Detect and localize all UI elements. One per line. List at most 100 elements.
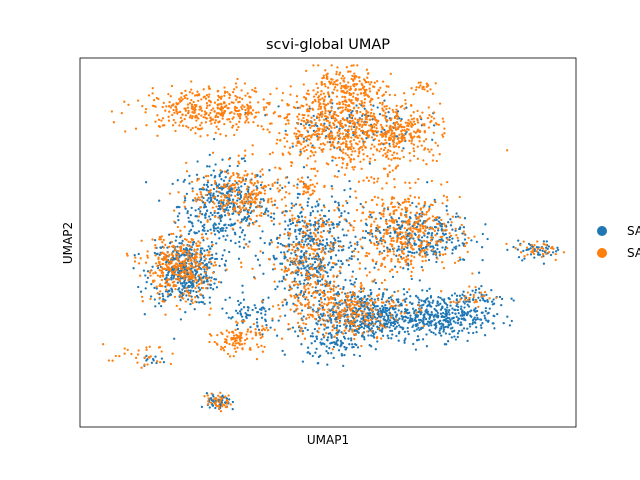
scatter-point-s2-c3: [323, 82, 326, 86]
scatter-point-s2-c3: [335, 95, 339, 98]
scatter-point-s2-c1: [221, 117, 224, 120]
scatter-point-s2-c2: [316, 170, 319, 173]
scatter-point-s2-c2: [302, 140, 306, 143]
scatter-point-s1-c2: [149, 295, 153, 298]
scatter-point-s1-c2: [208, 266, 211, 269]
scatter-point-s2-c5: [258, 214, 261, 217]
scatter-point-s2-c1: [175, 108, 178, 111]
scatter-point-s2-c2: [338, 137, 341, 141]
scatter-point-s2-c5: [226, 172, 230, 175]
scatter-point-s1-c13: [261, 333, 264, 336]
scatter-point-s2-c5: [198, 198, 201, 201]
scatter-point-s2-c2: [358, 134, 361, 137]
scatter-point-s1-c6: [421, 222, 424, 225]
scatter-point-s2-c3: [321, 113, 324, 116]
scatter-point-s1-c11: [329, 332, 332, 335]
scatter-point-s1-c2: [212, 288, 215, 291]
scatter-point-s2-c2: [388, 145, 392, 148]
scatter-point-s2-c3: [341, 90, 344, 93]
scatter-point-s1-c3: [281, 244, 284, 247]
scatter-point-s1-c8: [484, 299, 487, 303]
scatter-point-s1-c3: [285, 301, 289, 304]
scatter-point-s2-c6: [163, 255, 166, 258]
scatter-point-s1-c2: [175, 235, 178, 238]
scatter-point-s2-c2: [346, 120, 350, 124]
scatter-point-s1-c3: [295, 237, 298, 241]
scatter-point-s1-c3: [339, 240, 342, 243]
scatter-point-s2-c6: [167, 268, 170, 272]
scatter-point-s2-c5: [271, 184, 274, 188]
scatter-point-s2-c7: [383, 232, 386, 235]
scatter-point-s1-c3: [324, 223, 328, 226]
scatter-point-s2-c1: [181, 98, 184, 101]
scatter-point-s1-c4: [396, 321, 399, 325]
scatter-point-s2-c2: [384, 116, 387, 120]
scatter-point-s2-c3: [368, 83, 372, 86]
scatter-point-s1-c13: [264, 310, 267, 313]
scatter-point-s2-c2: [350, 145, 353, 148]
scatter-point-s2-c1: [165, 105, 168, 108]
scatter-point-s2-c4: [399, 105, 402, 109]
scatter-point-s1-c7: [372, 104, 375, 107]
scatter-point-s2-c2: [327, 128, 331, 131]
scatter-point-s1-c6: [451, 237, 454, 240]
scatter-point-s2-c5: [237, 196, 240, 200]
scatter-point-s1-c3: [350, 257, 353, 261]
scatter-point-s2-c1: [223, 86, 226, 89]
scatter-point-s2-c1: [169, 106, 172, 109]
scatter-point-s1-c2: [186, 298, 190, 301]
scatter-point-s2-c2: [316, 127, 320, 130]
scatter-point-s2-c5: [224, 204, 227, 207]
scatter-point-s1-c1: [202, 176, 205, 179]
scatter-point-s2-c6: [183, 225, 186, 228]
scatter-point-s2-c7: [379, 212, 382, 215]
scatter-point-s2-c1: [241, 104, 244, 107]
scatter-point-s2-c5: [235, 202, 238, 205]
scatter-point-s1-c6: [506, 248, 509, 252]
scatter-point-s2-c5: [194, 197, 197, 200]
scatter-point-s1-c9: [529, 253, 533, 256]
scatter-point-s2-c6: [206, 283, 210, 286]
scatter-point-s1-c3: [299, 260, 302, 263]
scatter-point-s1-c3: [318, 279, 322, 283]
scatter-point-s2-c5: [183, 195, 186, 198]
scatter-point-s1-c6: [397, 245, 400, 248]
scatter-point-s2-c2: [311, 151, 314, 154]
scatter-point-s1-c4: [357, 331, 360, 334]
scatter-point-s2-c1: [240, 89, 243, 92]
scatter-point-s2-c6: [151, 238, 154, 241]
scatter-point-s2-c6: [170, 232, 173, 236]
scatter-point-s1-c1: [237, 186, 240, 189]
scatter-point-s2-c1: [216, 107, 220, 110]
scatter-point-s2-c4: [410, 125, 413, 128]
scatter-point-s1-c6: [461, 242, 464, 245]
scatter-point-s1-c3: [337, 201, 340, 205]
scatter-point-s1-c5: [451, 311, 454, 315]
scatter-point-s2-c2: [318, 146, 321, 150]
scatter-point-s1-c6: [361, 236, 364, 239]
scatter-point-s2-c1: [209, 116, 212, 119]
scatter-point-s1-c1: [247, 214, 251, 218]
scatter-point-s2-c2: [358, 118, 361, 121]
scatter-point-s1-c1: [240, 185, 243, 188]
scatter-point-s2-c6: [211, 243, 214, 247]
scatter-point-s2-c5: [226, 199, 229, 202]
scatter-point-s1-c10: [224, 401, 227, 404]
scatter-point-s2-c5: [199, 205, 203, 209]
scatter-point-s2-c2: [297, 178, 300, 181]
scatter-point-s1-c12: [152, 359, 155, 362]
scatter-point-s2-c2: [281, 91, 285, 95]
scatter-point-s1-c6: [459, 258, 462, 261]
scatter-point-s2-c6: [177, 253, 180, 257]
scatter-point-s2-c3: [314, 93, 318, 96]
scatter-point-s1-c5: [440, 325, 443, 328]
scatter-point-s2-c6: [212, 271, 215, 274]
scatter-point-s2-c1: [144, 107, 148, 111]
scatter-point-s1-c4: [349, 327, 352, 330]
scatter-point-s1-c6: [458, 227, 462, 231]
scatter-point-s2-c1: [209, 101, 213, 104]
scatter-point-s2-c2: [348, 91, 351, 95]
scatter-point-s2-c5: [220, 185, 223, 188]
scatter-point-s1-c6: [457, 239, 460, 242]
scatter-point-s1-c1: [158, 199, 161, 202]
